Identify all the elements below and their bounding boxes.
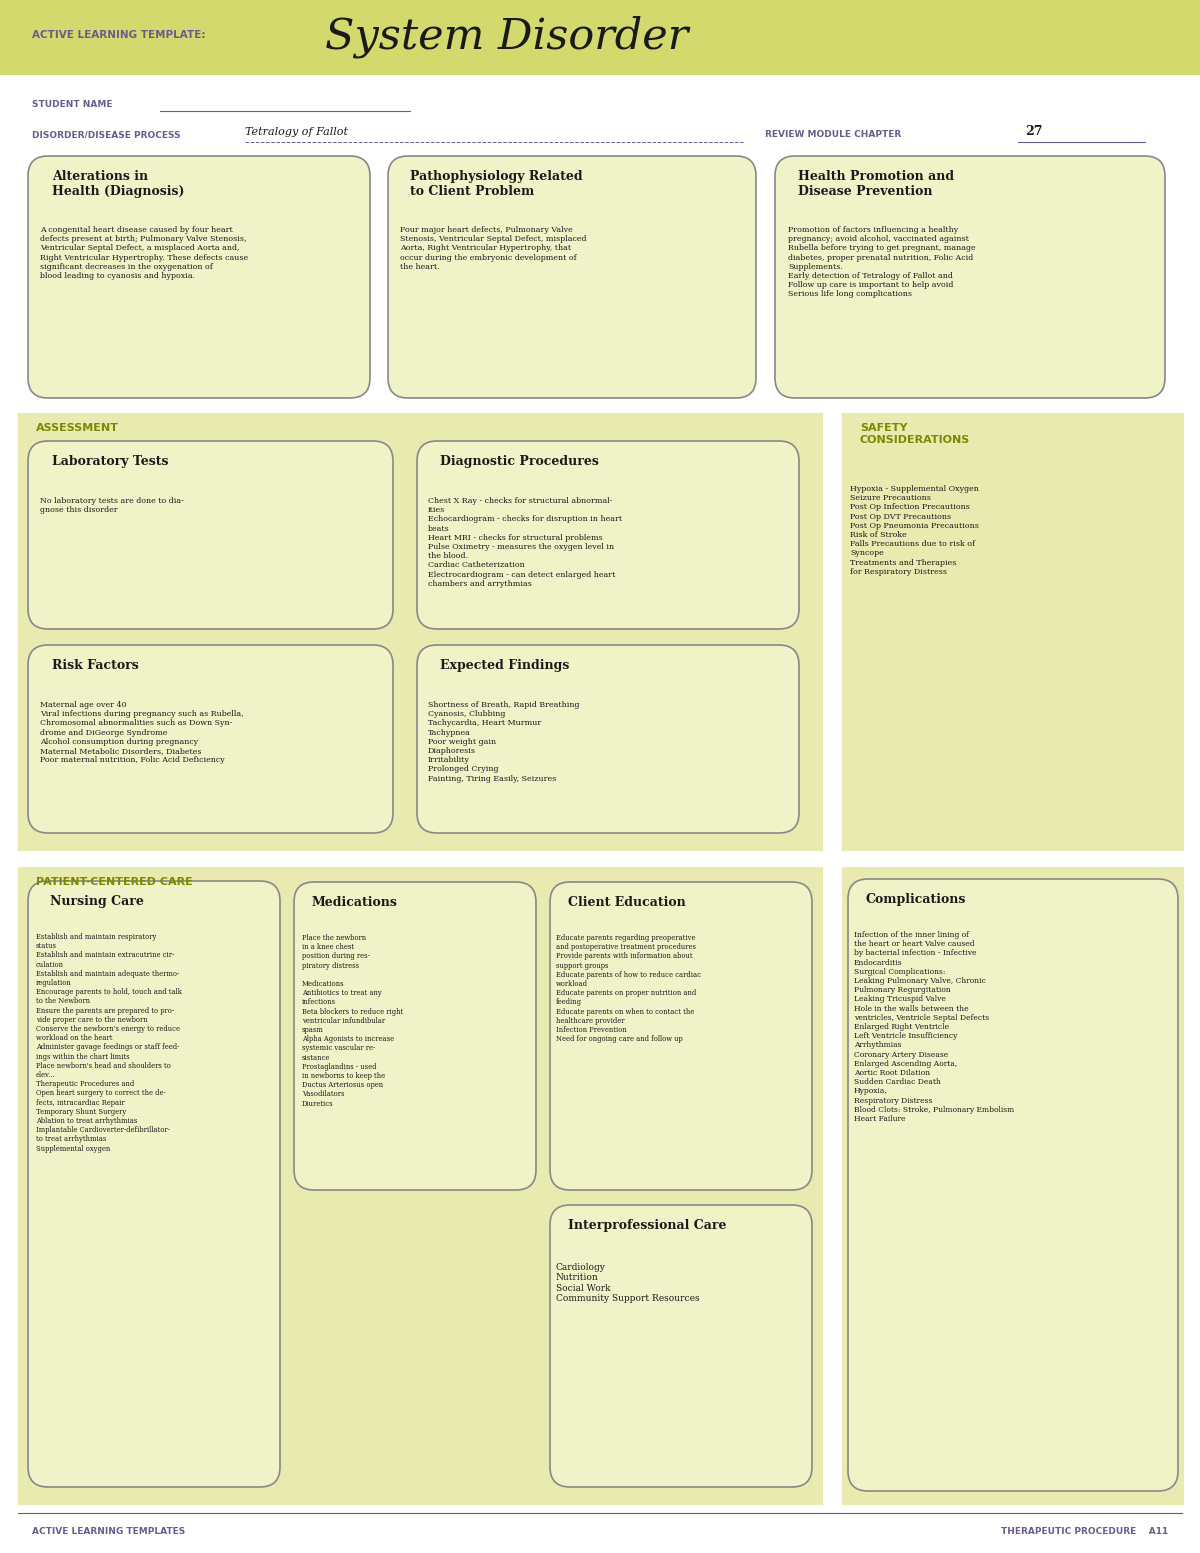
- Text: STUDENT NAME: STUDENT NAME: [32, 101, 113, 110]
- Text: Promotion of factors influencing a healthy
pregnancy; avoid alcohol, vaccinated : Promotion of factors influencing a healt…: [788, 227, 976, 298]
- Text: Establish and maintain respiratory
status
Establish and maintain extracutrine ci: Establish and maintain respiratory statu…: [36, 933, 182, 1152]
- Text: Maternal age over 40
Viral infections during pregnancy such as Rubella,
Chromoso: Maternal age over 40 Viral infections du…: [40, 700, 244, 764]
- Text: Nursing Care: Nursing Care: [50, 895, 144, 909]
- Text: Four major heart defects, Pulmonary Valve
Stenosis, Ventricular Septal Defect, m: Four major heart defects, Pulmonary Valv…: [400, 227, 587, 270]
- Bar: [842, 413, 1184, 851]
- Text: Hypoxia - Supplemental Oxygen
Seizure Precautions
Post Op Infection Precautions
: Hypoxia - Supplemental Oxygen Seizure Pr…: [850, 485, 979, 576]
- Text: Cardiology
Nutrition
Social Work
Community Support Resources: Cardiology Nutrition Social Work Communi…: [556, 1263, 700, 1303]
- Text: ASSESSMENT: ASSESSMENT: [36, 422, 119, 433]
- Text: SAFETY
CONSIDERATIONS: SAFETY CONSIDERATIONS: [860, 422, 971, 444]
- FancyBboxPatch shape: [28, 155, 370, 398]
- Text: Alterations in
Health (Diagnosis): Alterations in Health (Diagnosis): [52, 169, 185, 197]
- Text: Interprofessional Care: Interprofessional Care: [568, 1219, 726, 1232]
- Text: A congenital heart disease caused by four heart
defects present at birth; Pulmon: A congenital heart disease caused by fou…: [40, 227, 248, 280]
- Text: Laboratory Tests: Laboratory Tests: [52, 455, 168, 467]
- Text: Expected Findings: Expected Findings: [440, 658, 569, 672]
- Text: Place the newborn
in a knee chest
position during res-
piratory distress

Medica: Place the newborn in a knee chest positi…: [302, 933, 403, 1107]
- Text: PATIENT-CENTERED CARE: PATIENT-CENTERED CARE: [36, 877, 193, 887]
- Text: Infection of the inner lining of
the heart or heart Valve caused
by bacterial in: Infection of the inner lining of the hea…: [854, 930, 1014, 1123]
- Bar: [18, 413, 823, 851]
- Text: System Disorder: System Disorder: [325, 16, 689, 59]
- FancyBboxPatch shape: [550, 1205, 812, 1488]
- Text: Risk Factors: Risk Factors: [52, 658, 139, 672]
- Text: Client Education: Client Education: [568, 896, 685, 909]
- FancyBboxPatch shape: [418, 441, 799, 629]
- Text: ACTIVE LEARNING TEMPLATES: ACTIVE LEARNING TEMPLATES: [32, 1527, 185, 1536]
- Text: Tetralogy of Fallot: Tetralogy of Fallot: [245, 127, 348, 137]
- Text: Educate parents regarding preoperative
and postoperative treatment procedures
Pr: Educate parents regarding preoperative a…: [556, 933, 701, 1044]
- FancyBboxPatch shape: [848, 879, 1178, 1491]
- Text: Chest X Ray - checks for structural abnormal-
ities
Echocardiogram - checks for : Chest X Ray - checks for structural abno…: [428, 497, 622, 587]
- Text: Complications: Complications: [866, 893, 966, 905]
- Text: Diagnostic Procedures: Diagnostic Procedures: [440, 455, 599, 467]
- FancyBboxPatch shape: [28, 441, 394, 629]
- Text: Health Promotion and
Disease Prevention: Health Promotion and Disease Prevention: [798, 169, 954, 197]
- FancyBboxPatch shape: [28, 644, 394, 832]
- FancyBboxPatch shape: [294, 882, 536, 1190]
- FancyBboxPatch shape: [418, 644, 799, 832]
- FancyBboxPatch shape: [28, 881, 280, 1488]
- Bar: [18, 867, 823, 1505]
- Text: Medications: Medications: [312, 896, 398, 909]
- Text: DISORDER/DISEASE PROCESS: DISORDER/DISEASE PROCESS: [32, 130, 181, 140]
- Bar: [842, 867, 1184, 1505]
- Text: REVIEW MODULE CHAPTER: REVIEW MODULE CHAPTER: [766, 130, 901, 140]
- Text: Shortness of Breath, Rapid Breathing
Cyanosis, Clubbing
Tachycardia, Heart Murmu: Shortness of Breath, Rapid Breathing Cya…: [428, 700, 580, 783]
- Text: 27: 27: [1025, 126, 1043, 138]
- FancyBboxPatch shape: [775, 155, 1165, 398]
- FancyBboxPatch shape: [388, 155, 756, 398]
- Text: Pathophysiology Related
to Client Problem: Pathophysiology Related to Client Proble…: [410, 169, 583, 197]
- Text: THERAPEUTIC PROCEDURE    A11: THERAPEUTIC PROCEDURE A11: [1001, 1527, 1168, 1536]
- Bar: [0, 0, 1200, 75]
- FancyBboxPatch shape: [550, 882, 812, 1190]
- Text: ACTIVE LEARNING TEMPLATE:: ACTIVE LEARNING TEMPLATE:: [32, 30, 205, 40]
- Text: No laboratory tests are done to dia-
gnose this disorder: No laboratory tests are done to dia- gno…: [40, 497, 184, 514]
